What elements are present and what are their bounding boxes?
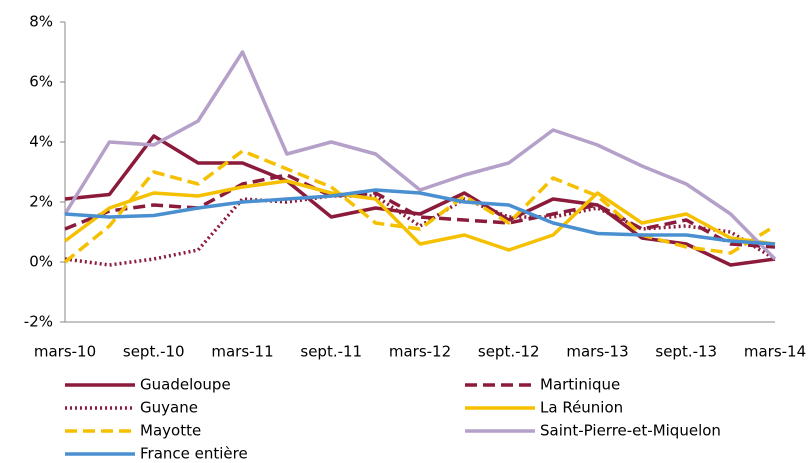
series-line <box>64 134 776 267</box>
y-tick-label: 0% <box>29 253 53 271</box>
y-tick-label: 2% <box>29 193 53 211</box>
legend-label: Guadeloupe <box>140 376 231 394</box>
y-tick-label: -2% <box>24 313 53 331</box>
x-tick-label: mars-13 <box>566 343 628 361</box>
y-tick-label: 6% <box>29 73 53 91</box>
legend-label: Guyane <box>140 399 198 417</box>
series-line <box>63 50 777 261</box>
x-tick-label: sept.-13 <box>655 343 717 361</box>
legend-label: Saint-Pierre-et-Miquelon <box>540 422 721 440</box>
x-tick-label: mars-12 <box>389 343 451 361</box>
legend-label: Mayotte <box>140 422 201 440</box>
x-tick-label: mars-14 <box>744 343 806 361</box>
y-tick-label: 8% <box>29 13 53 31</box>
x-tick-label: mars-10 <box>34 343 96 361</box>
x-tick-label: mars-11 <box>211 343 273 361</box>
y-tick-label: 4% <box>29 133 53 151</box>
series-line <box>64 173 776 249</box>
x-tick-label: sept.-11 <box>300 343 362 361</box>
legend-label: La Réunion <box>540 399 623 417</box>
series-line <box>64 188 776 246</box>
series-line <box>63 149 776 264</box>
x-tick-label: sept.-12 <box>478 343 540 361</box>
x-tick-label: sept.-10 <box>123 343 185 361</box>
legend-label: Martinique <box>540 376 620 394</box>
series-line <box>63 179 776 252</box>
legend-label: France entière <box>140 445 248 463</box>
